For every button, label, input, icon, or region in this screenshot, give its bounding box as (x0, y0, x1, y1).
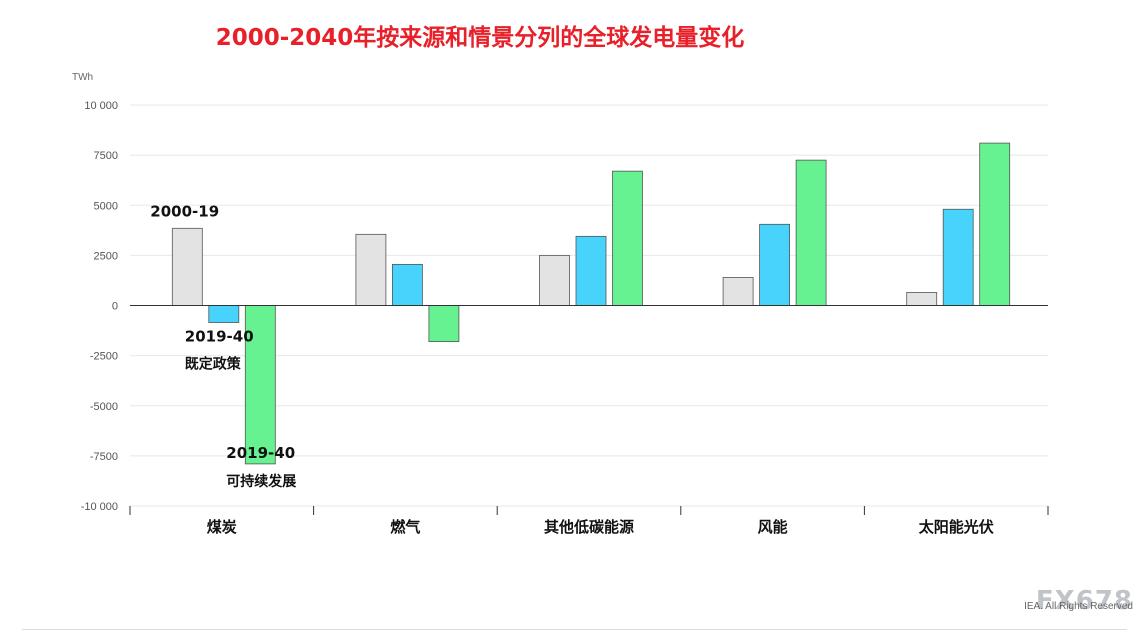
y-tick-label: -7500 (90, 451, 118, 463)
annotation-sustainable: 2019-40 (226, 444, 295, 462)
bar (575, 235, 607, 306)
bottom-divider (22, 629, 1127, 630)
y-axis-ticks: 10 000 7500 5000 2500 0 -2500 -5000 -7500 -10 00… (81, 100, 118, 513)
bar (722, 277, 754, 306)
bar (171, 227, 203, 306)
y-tick-label: 5000 (94, 200, 118, 212)
category-label: 太阳能光伏 (919, 518, 994, 536)
annotation-stated-policies-sub: 既定政策 (185, 356, 242, 373)
series-annotations: 2000-19 2019-40 既定政策 2019-40 可持续发展 (150, 202, 296, 490)
y-tick-label: 7500 (94, 150, 118, 162)
x-axis (129, 305, 1049, 515)
y-tick-label: -10 000 (81, 501, 118, 513)
grid-lines (130, 104, 1048, 507)
copyright-text: IEA. All Rights Reserved (1024, 601, 1133, 612)
bar (942, 208, 974, 306)
bar (355, 233, 387, 306)
bar (244, 305, 276, 465)
watermark-logo: FX678 (1035, 586, 1133, 616)
bar (208, 305, 240, 323)
bar (539, 254, 570, 306)
annotation-stated-policies: 2019-40 (185, 328, 254, 346)
category-labels: 煤炭 燃气 其他低碳能源 风能 太阳能光伏 (207, 518, 994, 536)
annotation-historical: 2000-19 (150, 202, 219, 220)
bars (171, 142, 1011, 465)
bar (795, 159, 827, 306)
y-tick-label: 0 (112, 301, 118, 313)
y-tick-label: -5000 (90, 401, 118, 413)
y-tick-label: 10 000 (84, 100, 118, 112)
annotation-sustainable-sub: 可持续发展 (226, 473, 296, 490)
bar (428, 305, 460, 342)
bar (906, 292, 938, 306)
category-label: 风能 (758, 518, 788, 536)
bar (979, 142, 1011, 306)
bar (759, 223, 790, 306)
category-label: 燃气 (390, 518, 420, 536)
category-label: 煤炭 (207, 518, 237, 536)
y-tick-label: 2500 (94, 250, 118, 262)
bar (612, 170, 643, 306)
chart-title: 2000-2040年按来源和情景分列的全球发电量变化 (215, 25, 745, 51)
category-label: 其他低碳能源 (544, 518, 634, 536)
bar (391, 263, 423, 306)
y-axis-unit: TWh (72, 72, 93, 83)
y-tick-label: -2500 (90, 351, 118, 363)
